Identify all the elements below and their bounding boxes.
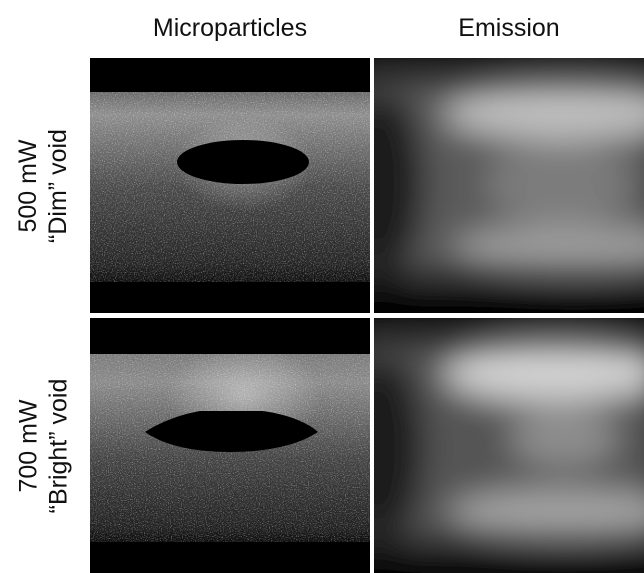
row-label-power: 500 mW (14, 138, 42, 233)
row-label-dim: 500 mW “Dim” void (0, 58, 86, 313)
microparticles-panel-bright (90, 318, 370, 573)
microparticles-panel-dim (90, 58, 370, 313)
row-label-void: “Bright” void (44, 378, 73, 513)
column-header-microparticles: Microparticles (152, 14, 308, 42)
emission-panel-bright (374, 318, 644, 573)
emission-panel-dim (374, 58, 644, 313)
row-label-power: 700 mW (14, 398, 43, 493)
row-label-void: “Dim” void (44, 128, 72, 243)
row-label-bright: 700 mW “Bright” void (0, 318, 86, 573)
void (177, 140, 309, 184)
column-header-emission: Emission (458, 14, 560, 42)
void (145, 411, 318, 452)
